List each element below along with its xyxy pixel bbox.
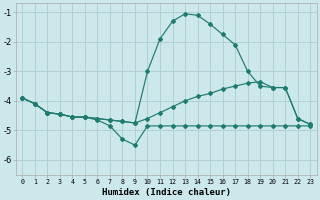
X-axis label: Humidex (Indice chaleur): Humidex (Indice chaleur) xyxy=(102,188,231,197)
